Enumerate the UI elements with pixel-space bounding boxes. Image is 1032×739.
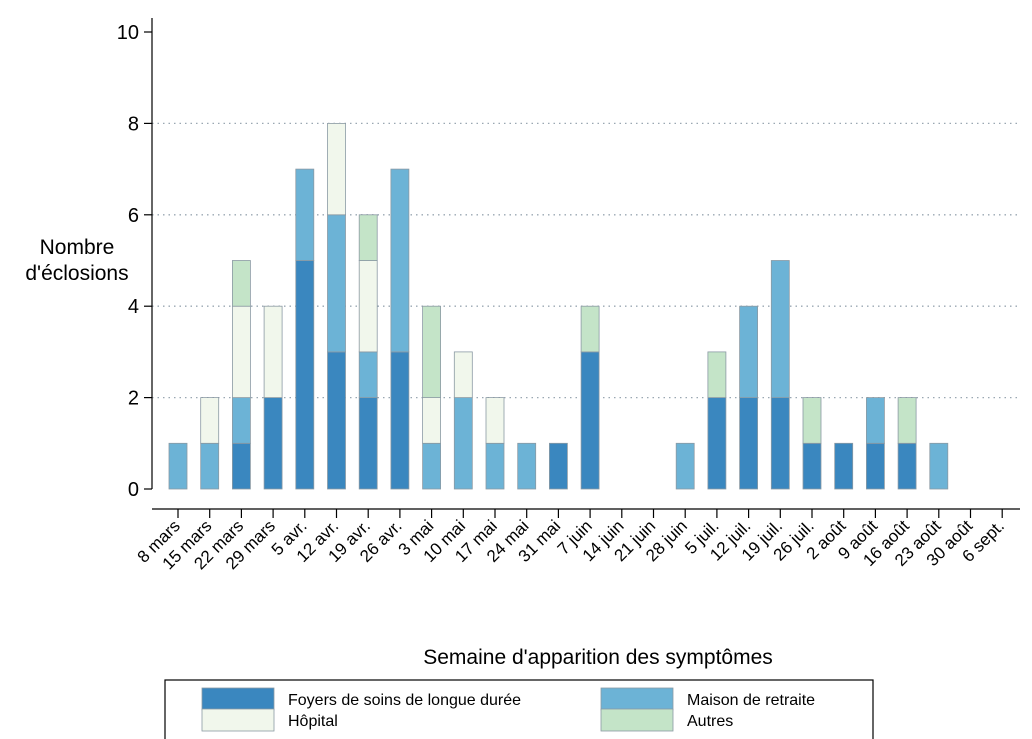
bars	[168, 123, 949, 490]
bar-segment-10-2	[485, 397, 505, 444]
bar-segment-2-0	[231, 442, 251, 490]
legend-label-1: Maison de retraite	[687, 692, 815, 709]
bar-segment-9-2	[453, 351, 473, 398]
bar-segment-8-2	[422, 397, 442, 444]
y-axis-title-line-1: Nombre	[40, 236, 115, 259]
bar-segment-24-1	[929, 442, 949, 490]
bar-segment-11-1	[517, 442, 537, 490]
bar-segment-1-1	[200, 442, 220, 490]
bar-segment-13-0	[580, 351, 600, 490]
bar-segment-22-1	[866, 397, 885, 444]
bar-segment-20-3	[802, 397, 822, 444]
bar-segment-4-1	[295, 168, 315, 261]
y-axis-ticks: 0 2 4 6 8 10	[117, 22, 152, 501]
bar-segment-16-1	[675, 442, 695, 490]
legend-label-3: Autres	[687, 713, 733, 730]
bar-segment-23-0	[897, 442, 917, 490]
y-tick-label-4: 4	[128, 296, 139, 318]
bar-segment-6-0	[358, 397, 378, 490]
bar-segment-9-1	[453, 397, 473, 490]
bar-segment-13-3	[580, 305, 600, 353]
y-tick-label-0: 0	[128, 479, 139, 501]
bar-segment-2-1	[231, 397, 251, 444]
bar-segment-23-3	[897, 397, 917, 444]
bar-segment-0-1	[168, 442, 188, 490]
bar-segment-19-0	[770, 397, 790, 490]
bar-segment-21-0	[834, 442, 854, 490]
legend-label-2: Hôpital	[288, 713, 338, 730]
bar-segment-2-3	[231, 260, 251, 307]
bar-segment-6-2	[358, 260, 378, 353]
legend-label-0: Foyers de soins de longue durée	[288, 692, 521, 709]
bar-segment-3-0	[263, 397, 283, 490]
bar-segment-22-0	[866, 442, 885, 490]
bar-segment-4-0	[295, 260, 315, 490]
bar-segment-6-3	[358, 214, 378, 261]
bar-segment-5-2	[327, 123, 346, 216]
bar-segment-5-1	[327, 214, 346, 353]
legend-swatch-2	[201, 708, 275, 732]
bar-segment-10-1	[485, 442, 505, 490]
bar-segment-17-0	[707, 397, 727, 490]
bar-segment-3-2	[263, 305, 283, 399]
bar-segment-17-3	[707, 351, 727, 398]
bar-segment-5-0	[327, 351, 346, 490]
y-tick-label-6: 6	[128, 205, 139, 227]
bar-segment-8-1	[422, 442, 442, 490]
x-axis-title: Semaine d'apparition des symptômes	[423, 646, 773, 669]
legend-swatch-0	[201, 687, 275, 711]
y-tick-label-8: 8	[128, 113, 139, 135]
y-axis-title-line-2: d'éclosions	[25, 262, 128, 285]
bar-segment-18-0	[739, 397, 758, 490]
bar-segment-8-3	[422, 305, 442, 399]
bar-segment-19-1	[770, 260, 790, 399]
bar-segment-2-2	[231, 305, 251, 399]
legend-box	[164, 679, 874, 739]
legend-swatch-1	[600, 687, 674, 711]
bar-segment-7-1	[390, 168, 410, 353]
legend-swatch-3	[600, 708, 674, 732]
y-tick-label-2: 2	[128, 388, 139, 410]
bar-segment-7-0	[390, 351, 410, 490]
bar-segment-1-2	[200, 397, 220, 444]
bar-segment-12-0	[549, 442, 568, 490]
legend: Foyers de soins de longue durée Maison de…	[164, 679, 874, 739]
bar-segment-20-0	[802, 442, 822, 490]
bar-segment-6-1	[358, 351, 378, 398]
y-tick-label-10: 10	[117, 22, 139, 44]
bar-segment-18-1	[739, 305, 758, 399]
